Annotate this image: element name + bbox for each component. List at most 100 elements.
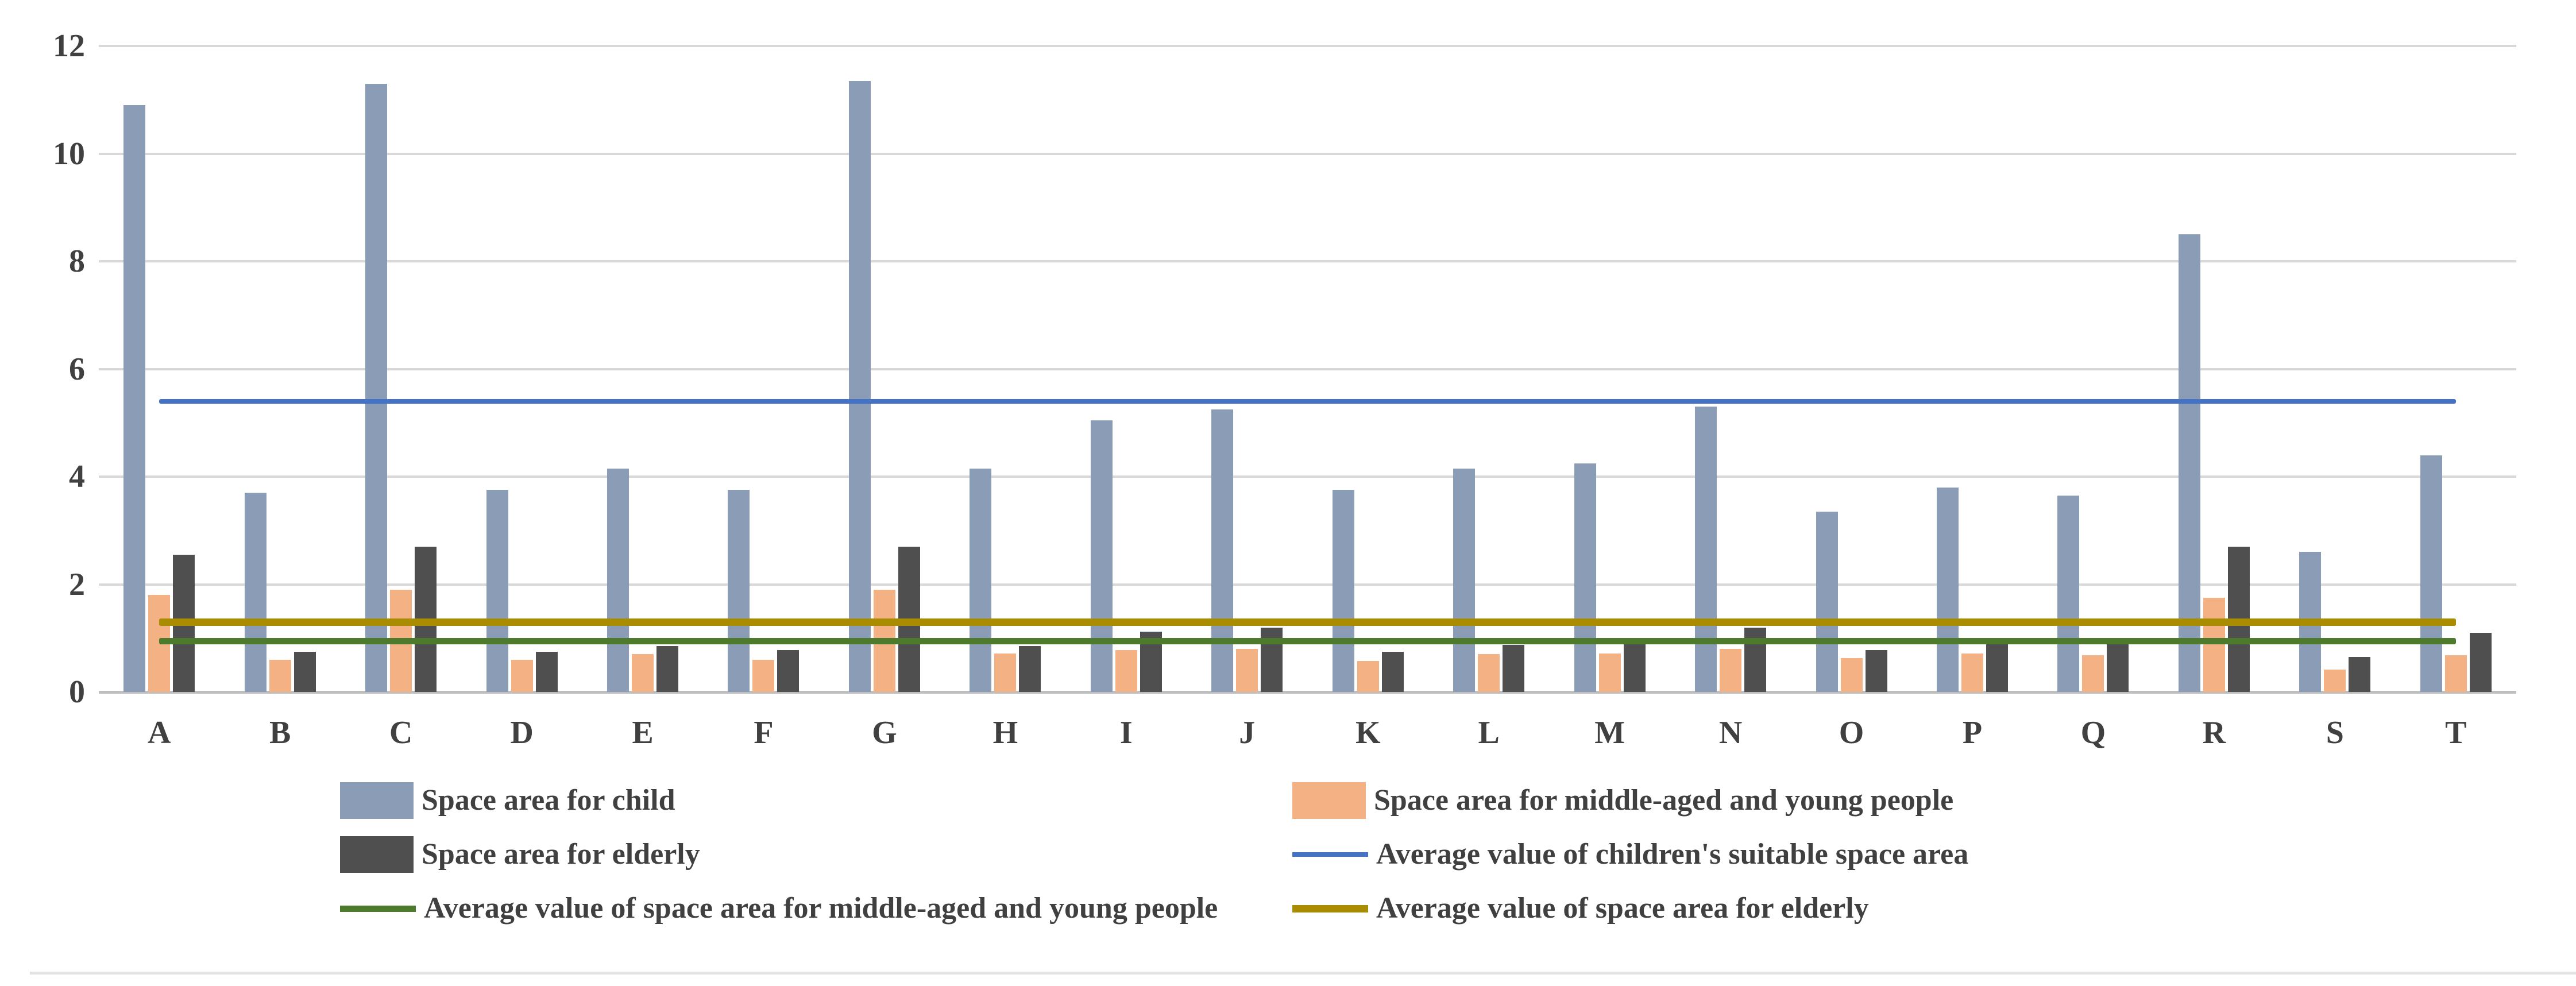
bar-B-series2 [293, 651, 316, 692]
gridline-y8 [99, 260, 2516, 262]
x-category-label-C: C [389, 715, 413, 751]
bar-N-series0 [1695, 407, 1717, 692]
x-category-label-G: G [872, 715, 897, 751]
bar-M-series0 [1574, 463, 1596, 692]
bar-J-series0 [1211, 409, 1234, 692]
bar-R-series1 [2203, 597, 2225, 692]
x-category-label-P: P [1962, 715, 1983, 751]
bar-Q-series2 [2107, 639, 2129, 692]
bar-N-series2 [1744, 627, 1767, 692]
bar-L-series2 [1503, 644, 1525, 692]
bar-L-series1 [1478, 654, 1500, 692]
y-tick-label-12: 12 [53, 28, 85, 64]
y-tick-label-2: 2 [69, 566, 85, 602]
bar-P-series2 [1986, 638, 2008, 692]
x-category-label-N: N [1718, 715, 1743, 751]
bar-D-series2 [535, 651, 558, 692]
legend-label: Space area for middle-aged and young peo… [1374, 784, 1954, 817]
page-bottom-divider [30, 972, 2576, 975]
bar-C-series0 [365, 83, 388, 692]
bar-E-series2 [656, 646, 679, 692]
bar-I-series1 [1115, 649, 1137, 692]
bar-J-series2 [1261, 627, 1283, 692]
legend-label: Space area for child [422, 784, 675, 817]
legend-item-5: Average value of space area for elderly [1292, 894, 1869, 923]
legend-item-1: Space area for middle-aged and young peo… [1292, 782, 1953, 819]
bar-M-series2 [1623, 640, 1646, 692]
legend-label: Average value of space area for middle-a… [424, 892, 1218, 925]
legend-bar-swatch-icon [340, 836, 414, 873]
legend-line-swatch-icon [1292, 852, 1368, 857]
bar-K-series1 [1357, 660, 1379, 692]
bar-E-series0 [607, 468, 629, 692]
bar-L-series0 [1453, 468, 1476, 692]
legend-label: Space area for elderly [422, 838, 700, 871]
bar-D-series1 [511, 659, 533, 692]
legend-label: Average value of children's suitable spa… [1376, 838, 1969, 871]
bar-Q-series1 [2082, 655, 2104, 692]
bar-T-series0 [2420, 455, 2442, 692]
gridline-y6 [99, 368, 2516, 370]
x-category-label-K: K [1355, 715, 1381, 751]
bar-B-series0 [244, 493, 267, 692]
average-line-0 [159, 399, 2456, 404]
bar-K-series2 [1381, 651, 1404, 692]
y-tick-label-10: 10 [53, 136, 85, 172]
x-category-label-S: S [2326, 715, 2344, 751]
gridline-y2 [99, 583, 2516, 586]
bar-H-series1 [994, 653, 1017, 692]
legend-line-swatch-icon [1292, 904, 1368, 912]
bar-E-series1 [632, 654, 654, 692]
bar-S-series2 [2349, 657, 2371, 692]
x-category-label-A: A [147, 715, 171, 751]
x-category-label-F: F [754, 715, 774, 751]
x-category-label-M: M [1594, 715, 1625, 751]
x-category-label-D: D [510, 715, 534, 751]
bar-H-series2 [1019, 646, 1041, 692]
legend-label: Average value of space area for elderly [1376, 892, 1869, 925]
gridline-y10 [99, 152, 2516, 155]
bar-J-series1 [1236, 649, 1258, 692]
y-tick-label-8: 8 [69, 243, 85, 279]
x-axis-line [99, 691, 2516, 694]
x-category-label-I: I [1119, 715, 1133, 751]
x-category-label-T: T [2445, 715, 2467, 751]
bar-P-series0 [1936, 487, 1959, 692]
bar-N-series1 [1720, 649, 1742, 692]
bar-M-series1 [1598, 653, 1621, 692]
legend-bar-swatch-icon [1292, 782, 1366, 819]
bar-G-series0 [848, 80, 871, 692]
x-category-label-J: J [1239, 715, 1256, 751]
x-category-label-L: L [1478, 715, 1500, 751]
x-category-label-O: O [1839, 715, 1864, 751]
gridline-y4 [99, 475, 2516, 478]
bar-Q-series0 [2057, 495, 2080, 692]
y-tick-label-0: 0 [69, 674, 85, 710]
bar-T-series1 [2444, 655, 2467, 692]
bar-P-series1 [1961, 653, 1983, 692]
bar-F-series1 [752, 659, 775, 692]
y-tick-label-6: 6 [69, 351, 85, 387]
x-category-label-R: R [2202, 715, 2226, 751]
bar-D-series0 [486, 490, 508, 692]
average-line-1 [159, 638, 2456, 645]
legend-line-swatch-icon [340, 905, 416, 912]
x-category-label-H: H [992, 715, 1018, 751]
legend-item-0: Space area for child [340, 782, 675, 819]
legend-bar-swatch-icon [340, 782, 414, 819]
legend-item-3: Average value of children's suitable spa… [1292, 840, 1968, 869]
bar-F-series2 [777, 649, 800, 692]
bar-F-series0 [728, 490, 750, 692]
bar-I-series0 [1090, 420, 1113, 692]
legend-item-4: Average value of space area for middle-a… [340, 894, 1218, 923]
x-category-label-Q: Q [2080, 715, 2106, 751]
bar-H-series0 [970, 468, 992, 692]
bar-K-series0 [1332, 490, 1354, 692]
average-line-2 [159, 618, 2456, 626]
bar-T-series2 [2469, 632, 2492, 692]
bar-S-series1 [2324, 669, 2346, 692]
x-category-label-B: B [269, 715, 291, 751]
x-category-label-E: E [632, 715, 654, 751]
legend-item-2: Space area for elderly [340, 836, 700, 873]
